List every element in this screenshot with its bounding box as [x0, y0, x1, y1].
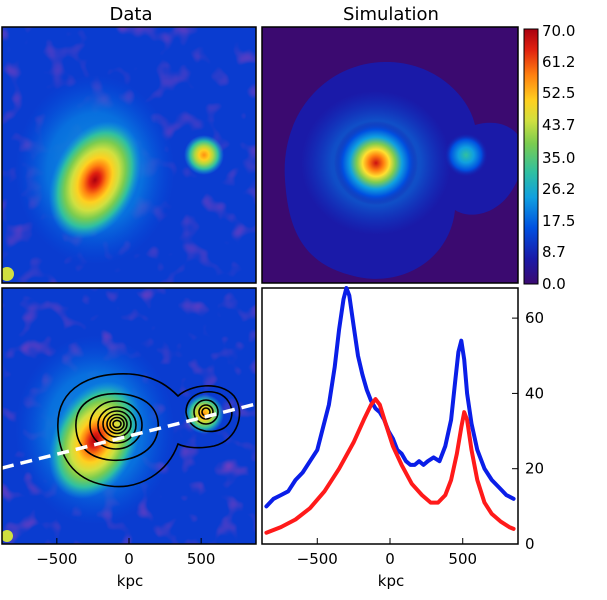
profile-lines	[264, 286, 516, 535]
simulation-panel-title: Simulation	[343, 4, 439, 25]
contour-main-5	[109, 416, 125, 432]
profile-plot-xlabel: kpc	[378, 572, 404, 590]
map-xtick-label-2: 500	[187, 550, 216, 568]
map-xtick-label-1: 0	[124, 550, 134, 568]
colorbar-tick-4: 35.0	[542, 149, 575, 167]
data-map-frame	[1, 26, 257, 284]
profile-y-axis: 0 20 40 60	[512, 309, 544, 553]
map-xtick-label-0: −500	[36, 550, 77, 568]
profile-xtick-label-1: 0	[385, 550, 395, 568]
colorbar-tick-7: 8.7	[542, 243, 566, 261]
profile-dashed-line	[2, 402, 256, 470]
colorbar-tick-1: 61.2	[542, 53, 575, 71]
profile-xtick-label-2: 500	[448, 550, 477, 568]
data-map-panel	[2, 27, 256, 283]
data-panel-title: Data	[110, 4, 153, 25]
contour-main-3	[102, 410, 132, 438]
colorbar-tick-5: 26.2	[542, 180, 575, 198]
simulation-map-panel	[262, 27, 518, 283]
profile-ytick-label-0: 0	[525, 535, 535, 553]
colorbar-tick-2: 52.5	[542, 84, 575, 102]
contour-outer	[57, 373, 241, 488]
profile-plot-frame	[261, 287, 519, 545]
contour-sub-2	[198, 404, 214, 420]
simulation-map-subcluster	[444, 133, 488, 177]
data-map-subcluster	[184, 135, 224, 175]
data-map-main-cluster	[48, 121, 142, 239]
colorbar-ticks: 70.0 61.2 52.5 43.7 35.0 26.2 17.5 8.7 0…	[542, 22, 575, 293]
profile-ytick-label-3: 60	[525, 309, 544, 327]
contour-main-2	[97, 406, 137, 444]
profile-plot-panel: 0 20 40 60 −500 0 500	[261, 286, 544, 568]
simulation-map-main-cluster	[334, 121, 418, 205]
profile-ytick-label-1: 20	[525, 460, 544, 478]
data-map-corner-source	[2, 267, 14, 281]
contour-map-xlabel: kpc	[117, 572, 143, 590]
colorbar-tick-0: 70.0	[542, 22, 575, 40]
simulation-map-frame	[261, 26, 519, 284]
colorbar	[523, 28, 539, 285]
profile-ytick-label-2: 40	[525, 384, 544, 402]
contour-map-x-axis: −500 0 500	[36, 538, 215, 568]
colorbar-tick-3: 43.7	[542, 116, 575, 134]
profile-xtick-label-0: −500	[297, 550, 338, 568]
colorbar-tick-8: 0.0	[542, 275, 566, 293]
colorbar-tick-6: 17.5	[542, 212, 575, 230]
profile-series-simulation	[264, 397, 516, 535]
contour-main-1	[89, 400, 143, 450]
profile-x-axis: −500 0 500	[297, 538, 477, 568]
contour-main-6	[112, 419, 122, 429]
contour-sub-1	[193, 399, 219, 425]
contour-map-panel	[2, 288, 256, 544]
contour-main-4	[106, 413, 128, 435]
profile-series-data	[264, 286, 516, 509]
